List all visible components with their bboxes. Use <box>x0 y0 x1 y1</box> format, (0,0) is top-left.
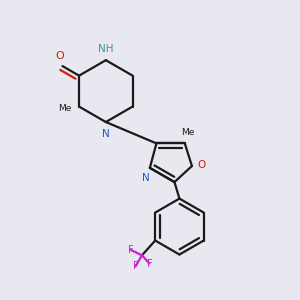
Text: Me: Me <box>181 128 194 137</box>
Text: N: N <box>102 128 110 139</box>
Text: O: O <box>55 51 64 61</box>
Text: F: F <box>146 259 152 269</box>
Text: O: O <box>197 160 206 170</box>
Text: Me: Me <box>58 104 72 113</box>
Text: F: F <box>133 262 138 272</box>
Text: N: N <box>142 173 150 183</box>
Text: F: F <box>128 245 134 255</box>
Text: NH: NH <box>98 44 114 54</box>
